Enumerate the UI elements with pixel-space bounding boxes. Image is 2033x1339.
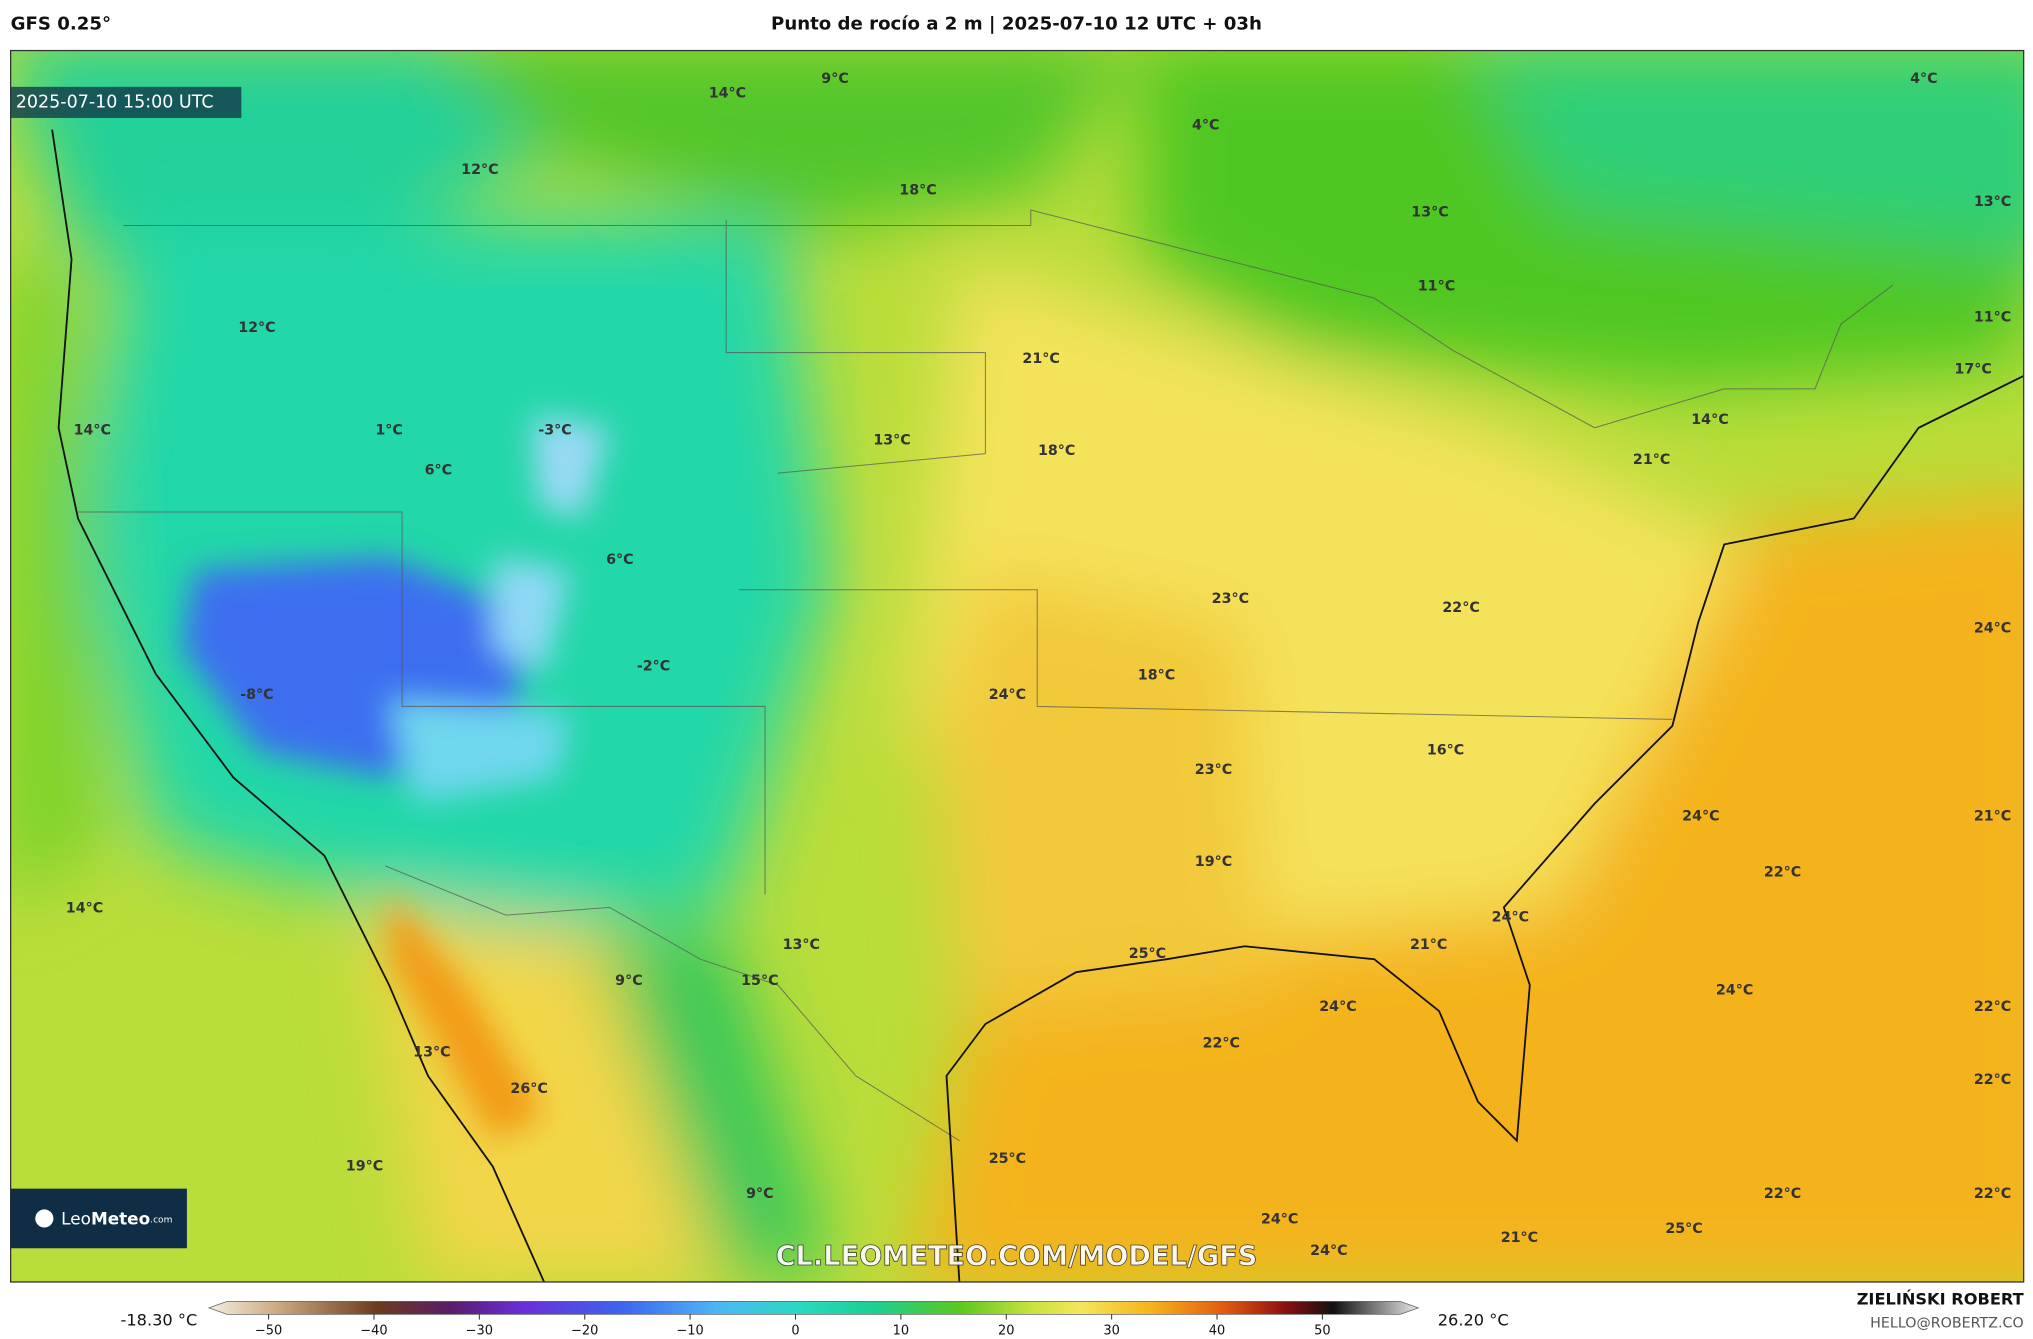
colorbar-tick-label: 40 [1209, 1324, 1225, 1339]
value-label: 18°C [899, 183, 936, 199]
logo-suffix: .com [150, 1215, 172, 1225]
value-label: 21°C [1022, 351, 1059, 367]
logo-text: LeoMeteo.com [61, 1209, 172, 1229]
value-label: 14°C [709, 85, 746, 101]
value-label: 23°C [1212, 591, 1249, 607]
colorbar-tick-label: 10 [893, 1324, 909, 1339]
logo-part: Leo [61, 1209, 91, 1229]
value-label: 14°C [66, 901, 103, 917]
borders [78, 209, 1894, 1142]
value-label: 13°C [783, 937, 820, 953]
map-frame [9, 49, 2025, 1283]
colorbar-tick-label: −10 [676, 1324, 703, 1339]
timestamp: 2025-07-10 15:00 UTC [16, 92, 214, 112]
watermark: CL.LEOMETEO.COM/MODEL/GFS [776, 1241, 1258, 1272]
value-label: 25°C [1665, 1221, 1702, 1237]
value-label: 24°C [1716, 982, 1753, 998]
value-label: -8°C [240, 687, 273, 703]
value-label: 22°C [1974, 999, 2011, 1015]
value-label: 22°C [1442, 600, 1479, 616]
value-label: 19°C [1195, 854, 1232, 870]
value-label: 14°C [74, 422, 111, 438]
value-label: 24°C [1319, 999, 1356, 1015]
colorbar-tick-label: 50 [1314, 1324, 1330, 1339]
value-label: 9°C [615, 973, 643, 989]
chart-title: Punto de rocío a 2 m | 2025-07-10 12 UTC… [771, 14, 1262, 35]
map-field [10, 50, 2024, 1282]
value-label: 11°C [1974, 310, 2011, 326]
value-label: 16°C [1427, 743, 1464, 759]
value-label: -3°C [538, 422, 571, 438]
value-label: 13°C [1974, 194, 2011, 210]
value-label: 22°C [1764, 864, 1801, 880]
value-label: 24°C [1974, 621, 2011, 637]
value-label: 21°C [1501, 1230, 1538, 1246]
colorbar-tick-label: −40 [360, 1324, 387, 1339]
coastline [51, 129, 2024, 1282]
logo-part: Meteo [91, 1209, 150, 1229]
value-label: 4°C [1910, 71, 1938, 87]
logo-sun [35, 1209, 54, 1228]
value-label: 6°C [425, 463, 452, 479]
value-label: -2°C [637, 658, 670, 674]
timestamp-box [10, 86, 242, 118]
value-label: 13°C [413, 1045, 450, 1061]
value-label: 24°C [989, 687, 1026, 703]
value-label: 24°C [1682, 809, 1719, 825]
colorbar-tick-label: 0 [791, 1324, 799, 1339]
value-label: 18°C [1138, 667, 1175, 683]
value-label: 22°C [1203, 1035, 1240, 1051]
value-label: 13°C [873, 433, 910, 449]
value-label: 24°C [1492, 910, 1529, 926]
dry-core [181, 414, 610, 1141]
value-label: 24°C [1261, 1212, 1298, 1228]
colorbar-tick-label: −50 [255, 1324, 282, 1339]
value-label: 19°C [346, 1159, 383, 1175]
colorbar-ticks: −50 −40 −30 −20 −10 0 10 20 30 40 50 [255, 1314, 1331, 1339]
colorbar-min: -18.30 °C [121, 1310, 198, 1329]
value-label: 15°C [741, 973, 778, 989]
value-label: 13°C [1411, 205, 1448, 221]
value-label: 22°C [1974, 1072, 2011, 1088]
value-label: 25°C [989, 1151, 1026, 1167]
value-label: 9°C [746, 1186, 774, 1202]
colorbar [207, 1301, 1420, 1315]
colorbar-tick-label: 20 [998, 1324, 1014, 1339]
value-label: 22°C [1764, 1186, 1801, 1202]
value-label: 21°C [1410, 937, 1447, 953]
value-label: 22°C [1974, 1186, 2011, 1202]
value-label: 21°C [1974, 809, 2011, 825]
value-label: 24°C [1310, 1243, 1347, 1259]
value-label: 6°C [606, 552, 634, 568]
value-label: 17°C [1954, 361, 1991, 377]
credit-author: ZIELIŃSKI ROBERT [1857, 1290, 2024, 1309]
colorbar-tick-label: −20 [571, 1324, 598, 1339]
value-label: 14°C [1691, 412, 1728, 428]
colorbar-tick-label: 30 [1103, 1324, 1119, 1339]
model-name: GFS 0.25° [11, 14, 111, 35]
colorbar-tick-label: −30 [466, 1324, 493, 1339]
value-label: 26°C [510, 1081, 547, 1097]
value-label: 4°C [1192, 118, 1220, 134]
value-label: 21°C [1633, 452, 1670, 468]
value-label: 12°C [461, 162, 498, 178]
value-label: 18°C [1038, 443, 1075, 459]
value-label: 9°C [821, 71, 849, 87]
value-label: 11°C [1418, 278, 1455, 294]
value-label: 12°C [238, 320, 275, 336]
value-label: 25°C [1129, 946, 1166, 962]
value-label: 1°C [375, 422, 403, 438]
value-label: 23°C [1195, 762, 1232, 778]
colorbar-max: 26.20 °C [1438, 1310, 1509, 1329]
value-labels: 14°C 9°C 4°C 12°C 4°C 18°C 13°C 13°C 11°C 11°C 12°… [66, 71, 2011, 1259]
credit-email: HELLO@ROBERTZ.CO [1870, 1315, 2023, 1331]
